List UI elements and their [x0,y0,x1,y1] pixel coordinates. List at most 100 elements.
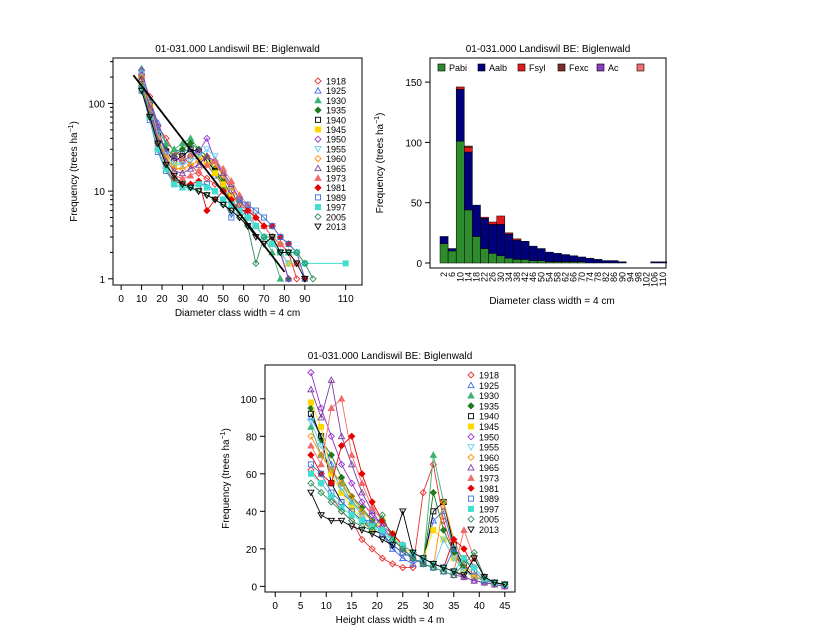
legend-item: Aalb [477,63,507,73]
data-point [284,260,293,268]
data-point [154,140,162,148]
data-point [429,451,438,458]
bar-segment-Aalb [553,253,562,263]
bar-segment-Aalb [496,224,506,257]
legend-marker [468,505,475,512]
legend-swatch [517,63,526,72]
x-tick-label: 90 [617,272,627,282]
data-point [307,422,315,430]
legend-label: 1925 [479,381,499,391]
x-tick-label: 106 [650,272,660,287]
data-point [292,260,301,268]
legend-marker [467,463,475,471]
bar-segment-Pabi [520,259,530,264]
y-tick-label: 0 [251,582,257,593]
data-point [379,527,386,534]
x-tick-label: 45 [499,601,511,612]
data-point [358,470,366,478]
data-point [307,368,315,377]
data-point [327,404,336,411]
legend-label: 1973 [479,474,499,484]
data-point [337,460,346,469]
legend-item [636,63,645,72]
chart-title: 01-031.000 Landiswil BE: Biglenwald [466,44,631,55]
data-point [317,404,325,412]
legend-item: 2005 [314,212,346,222]
bar-segment-Aalb [528,245,538,261]
series-1989 [307,461,508,588]
data-point [178,181,187,189]
bar-segment-Aalb [455,89,465,142]
legend-marker [467,515,475,523]
data-point [211,196,219,204]
bar-segment-Aalb [464,151,473,211]
y-tick-label: 40 [246,507,258,518]
bar-segment-Aalb [593,259,603,264]
x-tick-label: 10 [136,294,148,305]
legend-marker [468,423,475,430]
legend: 1918192519301935194019451950195519601965… [314,77,346,232]
data-point [276,240,284,248]
legend-item: 1950 [467,432,499,442]
data-point [203,134,211,142]
data-point [137,70,146,78]
legend-item: 1960 [467,453,499,463]
bar-segment-Fsyl [504,232,514,235]
x-tick-label: 60 [238,294,250,305]
data-point [327,517,336,525]
data-point [460,560,468,568]
y-tick-label: 150 [405,78,422,89]
series-1973 [307,394,509,588]
data-point [252,259,260,268]
data-point [327,466,335,474]
data-point [368,507,376,515]
data-point [347,460,356,468]
legend-item: 2013 [467,525,499,535]
x-tick-label: 62 [561,272,571,282]
data-point [388,560,397,568]
bar-segment-Pabi [464,209,473,264]
series-2013 [137,87,309,283]
y-tick-label: 10 [94,187,106,198]
legend-label: 1997 [326,203,346,213]
x-tick-label: 15 [346,601,358,612]
legend-marker [467,371,475,379]
x-tick-label: 82 [601,272,611,282]
data-point [439,564,448,572]
data-point [170,172,178,180]
legend-item: 1973 [314,174,346,184]
data-point [307,470,314,477]
y-tick-label: 80 [246,432,258,443]
legend-marker [314,164,322,172]
data-point [368,530,376,538]
bar-segment-Pabi [480,248,489,264]
x-tick-label: 54 [544,272,554,282]
data-point [337,442,346,450]
data-point [154,118,162,126]
legend-item: 1989 [468,494,499,504]
data-point [227,177,236,184]
legend-label: 2013 [326,222,346,232]
legend-label: Fsyl [529,63,546,73]
data-point [227,207,236,215]
legend-item: 1940 [315,115,346,125]
legend-marker [468,495,475,502]
data-point [480,574,489,581]
legend-marker [314,77,322,85]
data-point [429,561,438,568]
data-point [450,571,458,579]
legend-label: 1955 [326,144,346,154]
legend-label: 1925 [326,86,346,96]
legend-item: 1955 [467,443,499,453]
x-tick-label: 110 [658,272,668,286]
legend-label: 1940 [479,412,499,422]
legend-item: 1945 [315,125,346,135]
series-2013 [307,489,509,589]
legend-label: 2005 [326,212,346,222]
series-1918 [307,460,509,589]
series-line [141,90,306,280]
y-tick-label: 100 [88,99,105,110]
legend-item: 1997 [468,504,499,514]
legend-label: Pabi [449,63,467,73]
